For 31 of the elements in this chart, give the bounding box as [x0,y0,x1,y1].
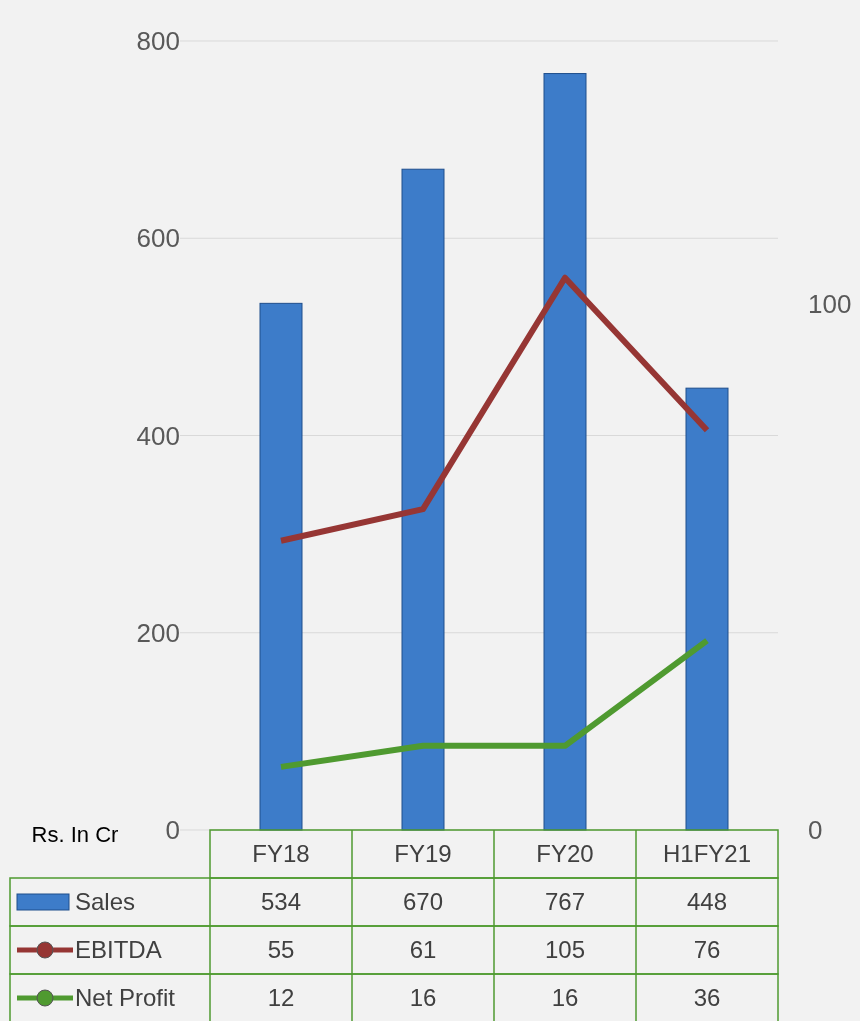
data-label: 448 [686,888,728,916]
y-axis-title: Rs. In Cr [31,822,119,847]
x-tick-label: FY20 [536,840,594,868]
y-tick-label: 200 [136,617,180,648]
x-tick-label: FY18 [252,840,310,868]
y-tick-label: 600 [136,223,180,254]
legend-label: EBITDA [75,936,162,964]
legend-label: Net Profit [75,984,176,1012]
x-tick-label: H1FY21 [662,840,752,868]
data-label: 16 [551,984,579,1012]
y2-tick-label: 100 [808,289,852,320]
bar [259,302,303,831]
bar [685,387,729,831]
bar [401,168,445,831]
y-tick-label: 800 [136,26,180,57]
data-label: 534 [260,888,302,916]
bar [543,73,587,831]
data-label: 670 [402,888,444,916]
data-label: 12 [267,984,295,1012]
data-label: 61 [409,936,437,964]
data-label: 105 [544,936,586,964]
data-label: 55 [267,936,295,964]
y-tick-label: 0 [165,815,180,846]
data-label: 76 [693,936,721,964]
y-tick-label: 400 [136,420,180,451]
y2-tick-label: 0 [808,815,823,846]
data-label: 16 [409,984,437,1012]
legend-label: Sales [75,888,136,916]
x-tick-label: FY19 [394,840,452,868]
data-label: 767 [544,888,586,916]
data-label: 36 [693,984,721,1012]
